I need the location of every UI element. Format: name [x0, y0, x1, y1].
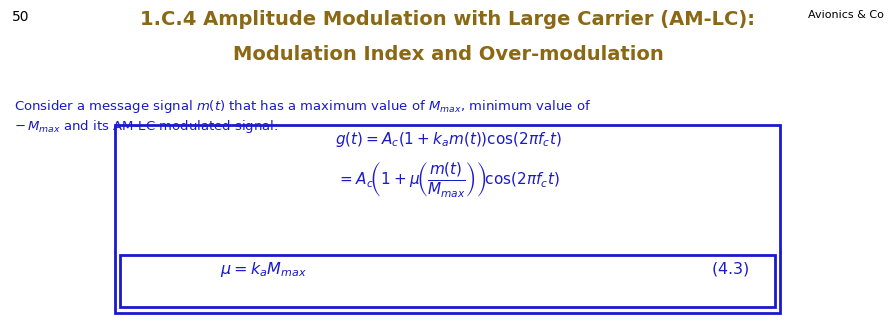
Text: Modulation Index and Over-modulation: Modulation Index and Over-modulation: [233, 45, 663, 64]
Text: Consider a message signal $m(t)$ that has a maximum value of $M_{max}$, minimum : Consider a message signal $m(t)$ that ha…: [14, 98, 591, 115]
Text: Avionics & Co: Avionics & Co: [808, 10, 884, 20]
Text: $= A_c\!\left(1 + \mu\!\left(\dfrac{m(t)}{M_{max}}\right)\right)\!\cos(2\pi f_c : $= A_c\!\left(1 + \mu\!\left(\dfrac{m(t)…: [337, 160, 559, 199]
Text: $\mu = k_a M_{max}$: $\mu = k_a M_{max}$: [220, 260, 306, 279]
FancyBboxPatch shape: [120, 255, 775, 307]
Text: $-\,M_{max}$ and its AM-LC modulated signal:: $-\,M_{max}$ and its AM-LC modulated sig…: [14, 118, 279, 135]
Text: $(4.3)$: $(4.3)$: [711, 260, 750, 278]
FancyBboxPatch shape: [115, 125, 780, 313]
Text: 50: 50: [12, 10, 30, 24]
Text: $g(t) = A_c(1 + k_a m(t))\cos(2\pi f_c t)$: $g(t) = A_c(1 + k_a m(t))\cos(2\pi f_c t…: [335, 130, 561, 149]
Text: 1.C.4 Amplitude Modulation with Large Carrier (AM-LC):: 1.C.4 Amplitude Modulation with Large Ca…: [141, 10, 755, 29]
